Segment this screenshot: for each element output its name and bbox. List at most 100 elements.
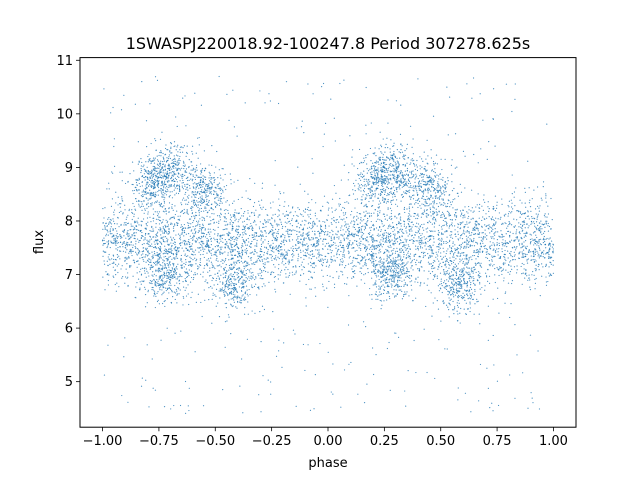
data-point	[270, 223, 272, 225]
data-point	[498, 274, 500, 277]
data-point	[158, 201, 160, 203]
data-point	[169, 184, 171, 186]
data-point	[191, 145, 194, 147]
data-point	[162, 253, 164, 255]
data-point	[166, 241, 168, 243]
data-point	[420, 237, 422, 240]
data-point	[390, 218, 392, 221]
data-point	[236, 262, 238, 264]
data-point	[127, 234, 129, 236]
data-point	[266, 252, 268, 254]
data-point	[142, 205, 144, 207]
data-point	[238, 251, 240, 253]
data-point	[277, 233, 279, 235]
data-point	[438, 248, 440, 251]
data-point	[116, 256, 119, 258]
data-point	[493, 224, 495, 227]
data-point	[217, 235, 219, 237]
data-point	[371, 248, 373, 250]
data-point	[462, 261, 465, 263]
data-point	[339, 259, 342, 261]
data-point	[142, 247, 145, 249]
data-point	[274, 275, 277, 278]
data-point	[394, 238, 396, 240]
data-point	[496, 201, 498, 203]
data-point	[446, 236, 448, 238]
data-point	[343, 233, 345, 235]
data-point	[154, 193, 156, 195]
data-point	[127, 180, 129, 183]
data-point	[493, 245, 496, 247]
data-point	[154, 181, 157, 183]
data-point	[295, 270, 297, 272]
data-point	[522, 224, 524, 226]
data-point	[214, 197, 216, 199]
data-point	[195, 263, 197, 265]
data-point	[336, 254, 338, 256]
data-point	[419, 285, 421, 287]
data-point	[430, 230, 433, 232]
data-point	[146, 173, 149, 175]
data-point	[232, 202, 234, 204]
data-point	[228, 259, 230, 261]
data-point	[144, 179, 146, 181]
data-point	[256, 242, 258, 244]
data-point	[171, 269, 173, 272]
data-point	[536, 216, 538, 218]
data-point	[382, 233, 384, 235]
data-point	[478, 262, 480, 264]
data-point	[488, 224, 490, 226]
data-point	[534, 278, 536, 281]
data-point	[372, 244, 374, 246]
data-point	[135, 197, 137, 200]
data-point	[127, 238, 130, 240]
data-point	[189, 256, 191, 258]
data-point	[175, 154, 178, 156]
data-point	[173, 172, 175, 175]
data-point	[172, 158, 175, 160]
data-point	[407, 235, 409, 237]
data-point	[406, 232, 408, 234]
data-point	[525, 232, 527, 235]
data-point	[173, 223, 176, 225]
data-point	[172, 165, 174, 167]
data-point	[349, 255, 351, 258]
data-point	[373, 269, 375, 271]
data-point	[180, 202, 182, 204]
data-point	[441, 239, 443, 241]
data-point	[140, 254, 143, 256]
data-point	[199, 208, 201, 210]
data-point	[103, 260, 105, 262]
data-point	[198, 242, 200, 244]
data-point	[115, 263, 117, 266]
data-point	[345, 226, 348, 228]
data-point	[418, 227, 420, 229]
data-point	[125, 258, 127, 260]
data-point	[415, 277, 417, 279]
data-point	[500, 216, 502, 218]
data-point	[113, 220, 115, 222]
data-point	[199, 254, 202, 256]
data-point	[458, 287, 460, 289]
data-point	[215, 187, 217, 189]
data-point	[136, 200, 138, 202]
data-point	[437, 214, 439, 216]
data-point	[163, 199, 165, 201]
data-point	[324, 227, 327, 229]
data-point	[446, 222, 448, 225]
data-point	[411, 238, 413, 241]
data-point	[171, 166, 174, 168]
data-point	[535, 226, 537, 229]
data-point	[262, 263, 264, 265]
data-point	[155, 247, 158, 249]
data-point	[206, 240, 208, 242]
data-point	[104, 207, 106, 209]
data-point	[457, 226, 459, 228]
data-point	[343, 214, 345, 216]
data-point	[111, 258, 113, 260]
data-point	[270, 254, 272, 256]
data-point	[159, 230, 161, 232]
data-point	[151, 182, 153, 184]
data-point	[175, 160, 177, 163]
data-point	[453, 253, 455, 255]
